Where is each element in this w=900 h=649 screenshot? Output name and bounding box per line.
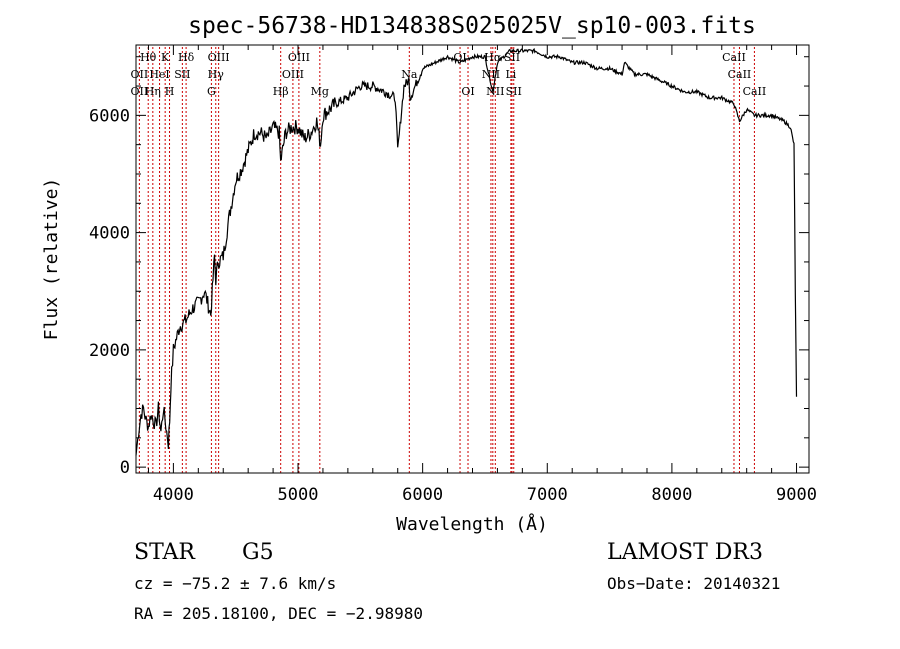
- spectral-line-label: G: [207, 85, 216, 98]
- spectral-line-label: CaII: [728, 68, 752, 81]
- spectral-line-label: OIII: [208, 51, 230, 64]
- spectral-line-label: OII: [131, 68, 149, 81]
- y-axis-ticks: 0 2000 4000 6000: [89, 56, 809, 478]
- observation-date: Obs−Date: 20140321: [607, 574, 781, 593]
- y-tick-label: 0: [120, 458, 130, 478]
- y-tick-label: 4000: [89, 224, 130, 244]
- spectral-line-label: Hθ: [140, 51, 157, 64]
- spectral-line-label: SII: [174, 68, 190, 81]
- spectral-line-label: K: [161, 51, 170, 64]
- object-class: STAR: [134, 540, 195, 565]
- spectral-line-label: Na: [401, 68, 418, 81]
- y-tick-label: 6000: [89, 106, 130, 126]
- spectral-line-markers: [138, 47, 755, 473]
- survey-name: LAMOST DR3: [607, 540, 763, 565]
- x-axis-ticks: 4000 5000 6000 7000 8000 9000: [147, 45, 817, 505]
- spectral-line-label: OIII: [282, 68, 304, 81]
- x-tick-label: 8000: [651, 485, 692, 505]
- x-tick-label: 6000: [402, 485, 443, 505]
- x-tick-label: 9000: [776, 485, 817, 505]
- redshift-velocity: cz = −75.2 ± 7.6 km/s: [134, 574, 337, 593]
- y-axis-label: Flux (relative): [41, 178, 62, 341]
- spectral-line-label: H: [165, 85, 175, 98]
- chart-title: spec-56738-HD134838S025025V_sp10-003.fit…: [188, 13, 756, 39]
- spectral-line-label: Hγ: [208, 68, 225, 81]
- spectral-line-label: Hη: [145, 85, 161, 98]
- spectrum-chart: spec-56738-HD134838S025025V_sp10-003.fit…: [41, 13, 817, 535]
- x-tick-label: 4000: [153, 485, 194, 505]
- x-tick-label: 7000: [527, 485, 568, 505]
- spectral-line-label: SII: [504, 51, 520, 64]
- spectral-line-label: Li: [505, 68, 516, 81]
- spectral-line-label: CaII: [722, 51, 746, 64]
- spectrum-line: [135, 47, 798, 456]
- spectral-line-label: Hβ: [273, 85, 289, 98]
- sky-coordinates: RA = 205.18100, DEC = −2.98980: [134, 604, 423, 623]
- object-subclass: G5: [242, 540, 274, 565]
- x-tick-label: 5000: [278, 485, 319, 505]
- spectral-line-label: NII: [482, 68, 500, 81]
- spectral-line-label: Mg: [311, 85, 329, 98]
- spectral-line-label: OIII: [288, 51, 310, 64]
- spectral-line-label: OII: [131, 85, 149, 98]
- spectral-line-label: OI: [461, 85, 474, 98]
- spectral-line-label: Hα: [484, 51, 502, 64]
- spectral-line-label: HeI: [149, 68, 169, 81]
- spectral-line-label: CaII: [743, 85, 767, 98]
- y-tick-label: 2000: [89, 341, 130, 361]
- spectral-line-label: Hδ: [178, 51, 195, 64]
- spectral-line-label: SII: [506, 85, 522, 98]
- plot-frame: [135, 44, 810, 474]
- spectral-line-label: NII: [486, 85, 504, 98]
- x-axis-label: Wavelength (Å): [396, 513, 548, 535]
